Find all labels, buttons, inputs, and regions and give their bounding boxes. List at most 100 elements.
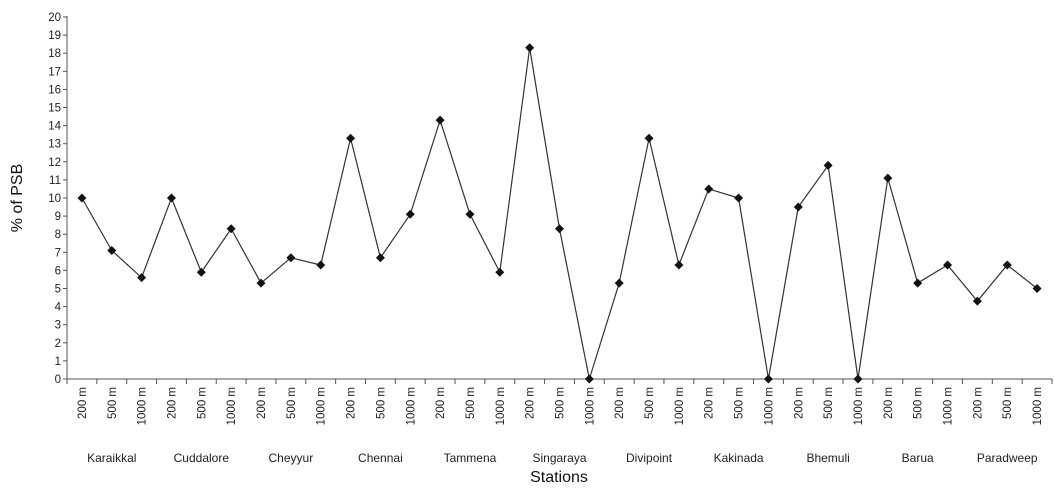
y-tick-label: 0	[55, 374, 61, 386]
x-axis: 200 m 500 m 1000 m 200 m 500 m 1000 m 200 m 500…	[66, 378, 1053, 465]
x-tick-label: 1000 m	[316, 387, 328, 425]
y-tick-label: 19	[48, 30, 61, 42]
data-point	[704, 184, 714, 194]
y-tick-label: 16	[48, 84, 61, 96]
x-tick-label: 500 m	[913, 387, 925, 419]
y-tick-label: 4	[55, 302, 62, 314]
station-label: Cheyyur	[269, 451, 314, 465]
y-tick-label: 2	[55, 338, 61, 350]
y-axis-title: % of PSB	[9, 164, 26, 232]
x-tick-label: 200 m	[166, 387, 178, 419]
data-point	[674, 260, 684, 270]
data-point	[137, 273, 147, 283]
x-tick-label: 1000 m	[943, 387, 955, 425]
data-point	[77, 193, 87, 203]
x-tick-label: 1000 m	[405, 387, 417, 425]
data-point	[435, 115, 445, 125]
x-axis-title: Stations	[530, 469, 588, 486]
data-point	[256, 278, 266, 288]
x-tick-label: 200 m	[793, 387, 805, 419]
y-tick-label: 14	[48, 121, 61, 133]
station-label: Cuddalore	[174, 451, 230, 465]
data-point	[614, 278, 624, 288]
x-tick-label: 1000 m	[1032, 387, 1044, 425]
series-psb	[77, 43, 1042, 384]
data-point	[555, 224, 564, 234]
x-tick-label: 1000 m	[584, 387, 596, 425]
data-point	[226, 224, 236, 234]
data-point	[883, 173, 893, 183]
y-tick-label: 12	[48, 157, 61, 169]
x-tick-label: 200 m	[614, 387, 626, 419]
x-tick-label: 500 m	[734, 387, 746, 419]
data-point	[943, 260, 953, 270]
x-tick-label: 500 m	[465, 387, 477, 419]
x-tick-label: 200 m	[256, 387, 268, 419]
data-point	[525, 43, 535, 53]
data-point	[823, 160, 833, 170]
x-tick-label: 1000 m	[763, 387, 775, 425]
x-tick-label: 200 m	[525, 387, 537, 419]
x-tick-label: 500 m	[375, 387, 387, 419]
x-tick-label: 1000 m	[137, 387, 149, 425]
x-tick-label: 500 m	[196, 387, 208, 419]
x-tick-label: 200 m	[883, 387, 895, 419]
x-tick-label: 200 m	[435, 387, 447, 419]
station-label: Tammena	[444, 451, 497, 465]
x-tick-label: 500 m	[644, 387, 656, 419]
data-point	[644, 133, 654, 143]
data-point	[196, 267, 206, 277]
data-point	[495, 267, 505, 277]
y-tick-label: 7	[55, 247, 61, 259]
data-point	[166, 193, 176, 203]
data-point	[734, 193, 744, 203]
data-point	[405, 209, 415, 219]
y-tick-label: 10	[48, 193, 61, 205]
station-label: Kakinada	[714, 451, 764, 465]
station-label: Barua	[902, 451, 934, 465]
y-tick-label: 8	[55, 229, 61, 241]
data-point	[286, 253, 296, 263]
data-point	[346, 133, 356, 143]
station-label: Chennai	[358, 451, 403, 465]
data-point	[375, 253, 385, 263]
station-label: Bhemuli	[806, 451, 849, 465]
data-point	[107, 245, 117, 255]
y-tick-label: 5	[55, 284, 61, 296]
series-line	[81, 47, 1038, 380]
data-point	[913, 278, 923, 288]
y-tick-label: 20	[48, 12, 61, 24]
y-tick-label: 17	[48, 66, 61, 78]
station-label: Divipoint	[626, 451, 673, 465]
x-tick-label: 1000 m	[853, 387, 865, 425]
y-tick-label: 11	[49, 175, 61, 187]
data-point	[763, 374, 773, 384]
data-point	[1002, 260, 1012, 270]
x-tick-label: 200 m	[972, 387, 984, 419]
y-tick-label: 15	[48, 103, 61, 115]
x-tick-label: 200 m	[704, 387, 716, 419]
station-label: Paradweep	[977, 451, 1038, 465]
x-tick-label: 500 m	[286, 387, 298, 419]
x-tick-label: 500 m	[107, 387, 119, 419]
data-point	[793, 202, 803, 212]
x-tick-label: 1000 m	[495, 387, 507, 425]
x-tick-label: 1000 m	[226, 387, 238, 425]
y-tick-label: 13	[48, 139, 61, 151]
y-tick-label: 6	[55, 265, 61, 277]
station-label: Singaraya	[532, 451, 586, 465]
x-tick-label: 500 m	[555, 387, 567, 419]
x-tick-label: 1000 m	[674, 387, 686, 425]
data-point	[853, 374, 863, 384]
x-tick-label: 500 m	[823, 387, 835, 419]
y-tick-label: 1	[55, 356, 61, 368]
data-point	[1032, 284, 1042, 293]
x-tick-label: 200 m	[346, 387, 358, 419]
x-tick-label: 200 m	[77, 387, 89, 419]
station-label: Karaikkal	[87, 451, 136, 465]
data-point	[972, 296, 982, 306]
x-tick-label: 500 m	[1002, 387, 1014, 419]
data-point	[584, 374, 594, 384]
